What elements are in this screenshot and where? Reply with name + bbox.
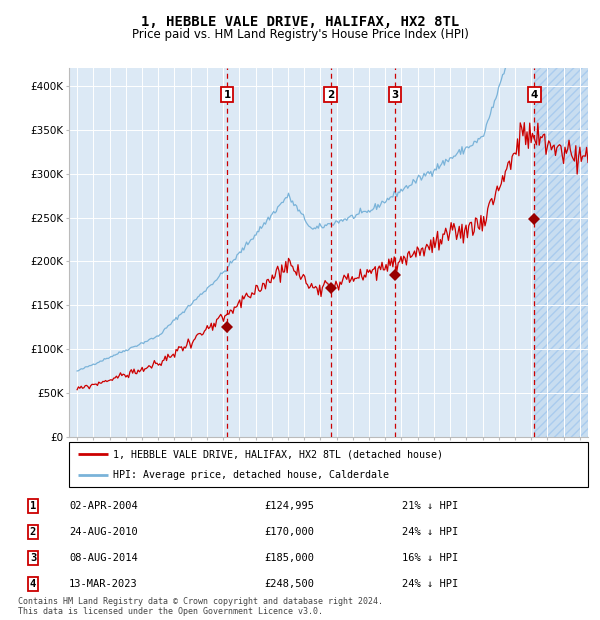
Text: £170,000: £170,000 [264,527,314,537]
Text: 24% ↓ HPI: 24% ↓ HPI [402,579,458,589]
Text: 02-APR-2004: 02-APR-2004 [69,501,138,511]
Text: 13-MAR-2023: 13-MAR-2023 [69,579,138,589]
Text: 16% ↓ HPI: 16% ↓ HPI [402,553,458,563]
Text: Price paid vs. HM Land Registry's House Price Index (HPI): Price paid vs. HM Land Registry's House … [131,28,469,41]
Text: £124,995: £124,995 [264,501,314,511]
Text: 4: 4 [531,89,538,100]
Text: £248,500: £248,500 [264,579,314,589]
Text: HPI: Average price, detached house, Calderdale: HPI: Average price, detached house, Cald… [113,469,389,480]
Text: 08-AUG-2014: 08-AUG-2014 [69,553,138,563]
Text: 4: 4 [30,579,36,589]
Text: 1: 1 [224,89,231,100]
Text: 2: 2 [327,89,334,100]
Text: 24-AUG-2010: 24-AUG-2010 [69,527,138,537]
Text: 21% ↓ HPI: 21% ↓ HPI [402,501,458,511]
Text: 3: 3 [30,553,36,563]
Text: 1, HEBBLE VALE DRIVE, HALIFAX, HX2 8TL: 1, HEBBLE VALE DRIVE, HALIFAX, HX2 8TL [141,16,459,30]
Text: Contains HM Land Registry data © Crown copyright and database right 2024.: Contains HM Land Registry data © Crown c… [18,597,383,606]
Text: This data is licensed under the Open Government Licence v3.0.: This data is licensed under the Open Gov… [18,607,323,616]
Text: 2: 2 [30,527,36,537]
Text: 1, HEBBLE VALE DRIVE, HALIFAX, HX2 8TL (detached house): 1, HEBBLE VALE DRIVE, HALIFAX, HX2 8TL (… [113,449,443,459]
Text: 3: 3 [391,89,398,100]
Text: 1: 1 [30,501,36,511]
Text: £185,000: £185,000 [264,553,314,563]
Text: 24% ↓ HPI: 24% ↓ HPI [402,527,458,537]
